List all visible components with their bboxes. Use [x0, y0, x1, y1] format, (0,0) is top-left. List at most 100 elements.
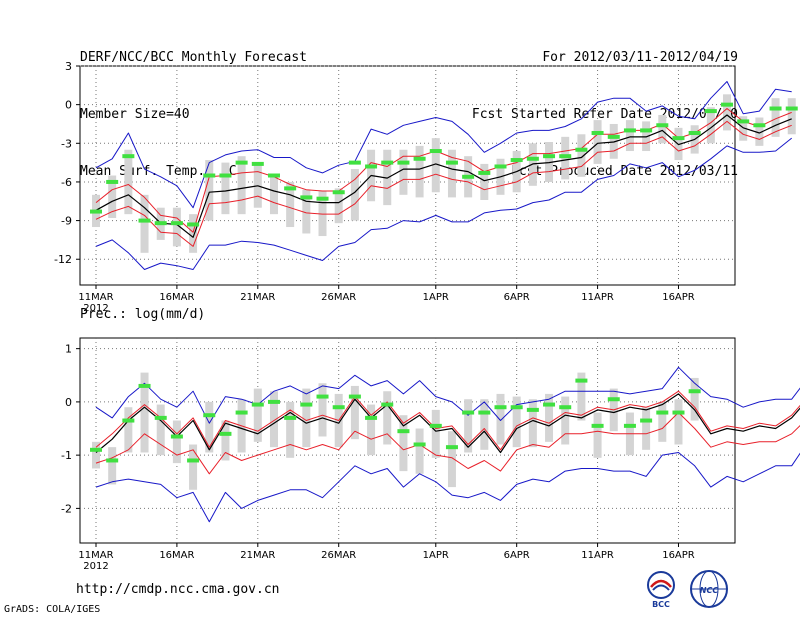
x-year-label: 2012: [83, 303, 108, 314]
observed-marker: [413, 156, 426, 161]
observed-marker: [462, 410, 475, 415]
spread-box: [172, 207, 181, 247]
spread-box: [286, 401, 295, 458]
observed-marker: [672, 136, 685, 141]
observed-marker: [381, 402, 394, 407]
lower-outer-line: [95, 137, 793, 270]
observed-marker: [575, 378, 588, 383]
observed-marker: [332, 190, 345, 195]
observed-marker: [704, 109, 717, 114]
plot-frame: [79, 337, 736, 544]
observed-marker: [138, 383, 151, 388]
spread-box: [447, 149, 456, 198]
spread-box: [221, 162, 230, 215]
y-tick-label: 1: [65, 343, 72, 356]
footer-url: http://cmdp.ncc.cma.gov.cn: [76, 582, 280, 597]
observed-marker: [510, 405, 523, 410]
observed-marker: [656, 410, 669, 415]
spread-box: [172, 420, 181, 464]
observed-marker: [397, 429, 410, 434]
upper-inner-line: [95, 390, 800, 451]
spread-box: [658, 114, 667, 144]
x-tick-label: 1APR: [423, 292, 449, 303]
spread-box: [383, 391, 392, 445]
observed-marker: [607, 397, 620, 402]
observed-marker: [672, 410, 685, 415]
spread-box: [577, 372, 586, 421]
spread-box: [92, 441, 100, 469]
spread-box: [205, 160, 214, 221]
spread-box: [124, 407, 133, 453]
spread-box: [399, 415, 408, 472]
observed-marker: [267, 173, 280, 178]
observed-marker: [494, 405, 507, 410]
observed-marker: [575, 147, 588, 152]
y-tick-label: -1: [61, 449, 72, 462]
observed-marker: [332, 405, 345, 410]
observed-marker: [688, 389, 701, 394]
spread-box: [625, 120, 634, 152]
spread-box: [593, 412, 602, 458]
ncc-logo: NCC: [690, 570, 728, 608]
observed-marker: [607, 134, 620, 139]
observed-marker: [300, 402, 313, 407]
observed-marker: [785, 106, 798, 111]
x-tick-label: 16MAR: [159, 292, 194, 303]
observed-marker: [640, 418, 653, 423]
spread-box: [464, 399, 473, 453]
observed-marker: [623, 128, 636, 133]
spread-box: [302, 388, 311, 448]
observed-marker: [284, 186, 297, 191]
spread-box: [189, 214, 198, 253]
spread-box: [156, 404, 165, 456]
observed-marker: [478, 410, 491, 415]
ncc-logo-text: NCC: [700, 586, 719, 595]
x-tick-label: 11MAR: [78, 292, 113, 303]
spread-box: [253, 388, 262, 442]
observed-marker: [154, 221, 167, 226]
observed-marker: [381, 160, 394, 165]
x-tick-label: 11APR: [581, 292, 614, 303]
y-tick-label: -12: [54, 253, 72, 266]
observed-marker: [559, 154, 572, 159]
observed-marker: [235, 160, 248, 165]
spread-box: [723, 94, 732, 131]
observed-marker: [300, 195, 313, 200]
observed-marker: [348, 160, 361, 165]
observed-marker: [478, 170, 491, 175]
x-tick-label: 16APR: [662, 550, 695, 561]
observed-marker: [445, 160, 458, 165]
y-tick-label: -2: [61, 502, 72, 515]
spread-box: [658, 401, 667, 442]
observed-marker: [203, 413, 216, 418]
spread-box: [706, 107, 715, 144]
x-tick-label: 16APR: [662, 292, 695, 303]
observed-marker: [235, 410, 248, 415]
precipitation-panel: 1 0 -1 -2 11MAR 16MAR 21MAR 26MAR 1APR 6APR 11APR 1…: [61, 337, 800, 572]
spread-box: [545, 142, 554, 182]
observed-marker: [122, 154, 135, 159]
observed-marker: [753, 123, 766, 128]
bcc-logo-text: BCC: [652, 600, 670, 609]
ensemble-mean-line: [95, 114, 792, 238]
observed-marker: [284, 415, 297, 420]
observed-marker: [365, 164, 378, 169]
observed-marker: [559, 405, 572, 410]
observed-marker: [721, 102, 734, 107]
x-tick-label: 6APR: [504, 550, 530, 561]
observed-marker: [397, 160, 410, 165]
spread-box: [431, 138, 440, 193]
spread-box: [480, 163, 489, 200]
x-tick-label: 6APR: [504, 292, 530, 303]
spread-box: [108, 175, 117, 219]
spread-box: [140, 194, 149, 253]
observed-marker: [445, 445, 458, 450]
spread-box: [787, 98, 796, 135]
spread-box: [512, 396, 521, 448]
observed-marker: [138, 218, 151, 223]
x-tick-label: 11MAR: [78, 550, 113, 561]
grads-credit: GrADS: COLA/IGES: [4, 604, 101, 615]
y-tick-label: 3: [65, 60, 72, 73]
observed-marker: [203, 173, 216, 178]
